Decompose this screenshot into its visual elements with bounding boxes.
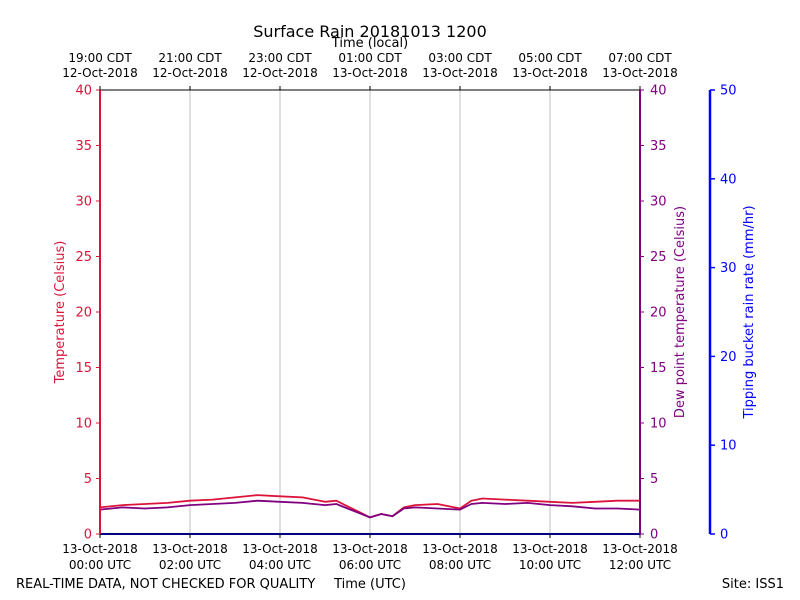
y-left-tick-label: 30 [75,195,92,210]
x-top-tick-time-label: 05:00 CDT [518,51,582,65]
x-top-tick-time-label: 03:00 CDT [428,51,492,65]
y-right1-tick-label: 40 [650,84,667,99]
y-right2-tick-label: 50 [720,84,737,99]
x-top-tick-time-label: 19:00 CDT [68,51,132,65]
grid-lines [189,90,551,534]
y-left-tick-label: 0 [84,528,92,543]
x-axis-label: Time (UTC) [333,577,406,592]
y-left-tick-label: 15 [75,361,92,376]
x-top-tick-date-label: 12-Oct-2018 [62,66,138,80]
x-top-tick-date-label: 12-Oct-2018 [242,66,318,80]
y-left-tick-label: 25 [75,250,92,265]
x-tick-time-label: 12:00 UTC [609,558,671,572]
x-tick-date-label: 13-Oct-2018 [602,542,678,556]
y-right1-tick-label: 20 [650,306,667,321]
x-tick-time-label: 00:00 UTC [69,558,131,572]
x-tick-date-label: 13-Oct-2018 [332,542,408,556]
y-right2-tick-label: 0 [720,528,728,543]
axes-layer: 0 5 10 15 20 25 30 35 40 0 5 10 15 20 25 30 35 40 0 10 20 30 4… [62,51,736,572]
y-left-tick-label: 5 [84,472,92,487]
site-label: Site: ISS1 [722,577,784,592]
x-tick-time-label: 02:00 UTC [159,558,221,572]
y-left-tick-label: 40 [75,84,92,99]
y-right1-axis-label: Dew point temperature (Celsius) [673,206,688,418]
x-top-tick-time-label: 21:00 CDT [158,51,222,65]
y-right1-tick-label: 35 [650,139,667,154]
y-right1-tick-label: 15 [650,361,667,376]
y-left-tick-label: 10 [75,417,92,432]
y-right2-tick-label: 20 [720,350,737,365]
x-tick-time-label: 06:00 UTC [339,558,401,572]
y-right1-tick-label: 30 [650,195,667,210]
x-top-tick-time-label: 23:00 CDT [248,51,312,65]
x-tick-time-label: 10:00 UTC [519,558,581,572]
x-tick-time-label: 04:00 UTC [249,558,311,572]
status-note: REAL-TIME DATA, NOT CHECKED FOR QUALITY [16,577,315,592]
y-left-tick-label: 20 [75,306,92,321]
x-tick-time-label: 08:00 UTC [429,558,491,572]
x-tick-date-label: 13-Oct-2018 [62,542,138,556]
y-right2-axis-label: Tipping bucket rain rate (mm/hr) [742,205,757,419]
x-top-tick-time-label: 07:00 CDT [608,51,672,65]
x-top-tick-date-label: 13-Oct-2018 [332,66,408,80]
y-left-tick-label: 35 [75,139,92,154]
x-top-tick-date-label: 13-Oct-2018 [602,66,678,80]
x-tick-date-label: 13-Oct-2018 [152,542,228,556]
x-top-tick-time-label: 01:00 CDT [338,51,402,65]
y-left-axis-label: Temperature (Celsius) [53,241,68,385]
x-tick-date-label: 13-Oct-2018 [242,542,318,556]
y-right2-tick-label: 30 [720,261,737,276]
chart-title: Surface Rain 20181013 1200 [253,22,487,41]
x-tick-date-label: 13-Oct-2018 [512,542,588,556]
series-line-dew-point-temperature [99,499,641,519]
x-top-tick-date-label: 13-Oct-2018 [512,66,588,80]
y-right1-tick-label: 5 [650,472,658,487]
y-right2-tick-label: 40 [720,172,737,187]
y-right1-tick-label: 0 [650,528,658,543]
x-top-tick-date-label: 13-Oct-2018 [422,66,498,80]
x-tick-date-label: 13-Oct-2018 [422,542,498,556]
y-right1-tick-label: 25 [650,250,667,265]
y-right1-tick-label: 10 [650,417,667,432]
y-right2-tick-label: 10 [720,439,737,454]
top-axis-label: Time (local) [331,36,408,51]
x-top-tick-date-label: 12-Oct-2018 [152,66,228,80]
